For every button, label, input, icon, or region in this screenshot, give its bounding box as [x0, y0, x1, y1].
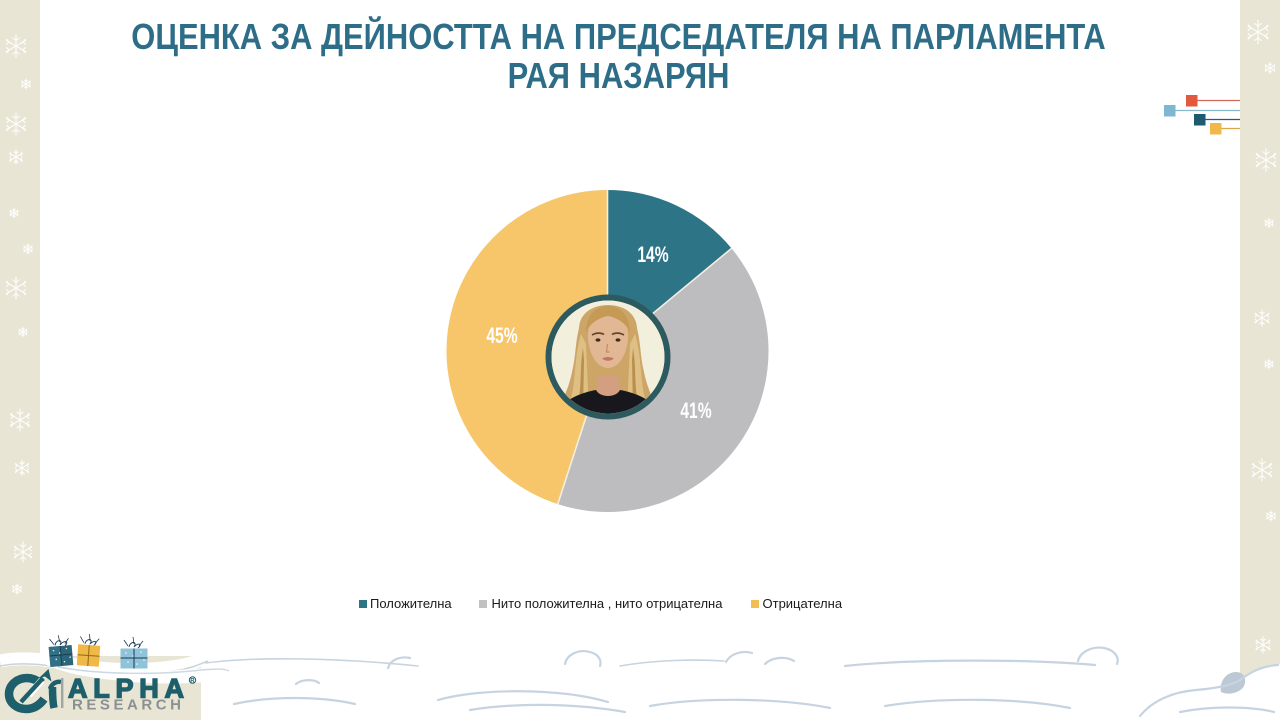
svg-text:RESEARCH: RESEARCH: [72, 697, 186, 714]
svg-text:R: R: [190, 678, 195, 684]
svg-text:ALPHA: ALPHA: [68, 674, 190, 704]
